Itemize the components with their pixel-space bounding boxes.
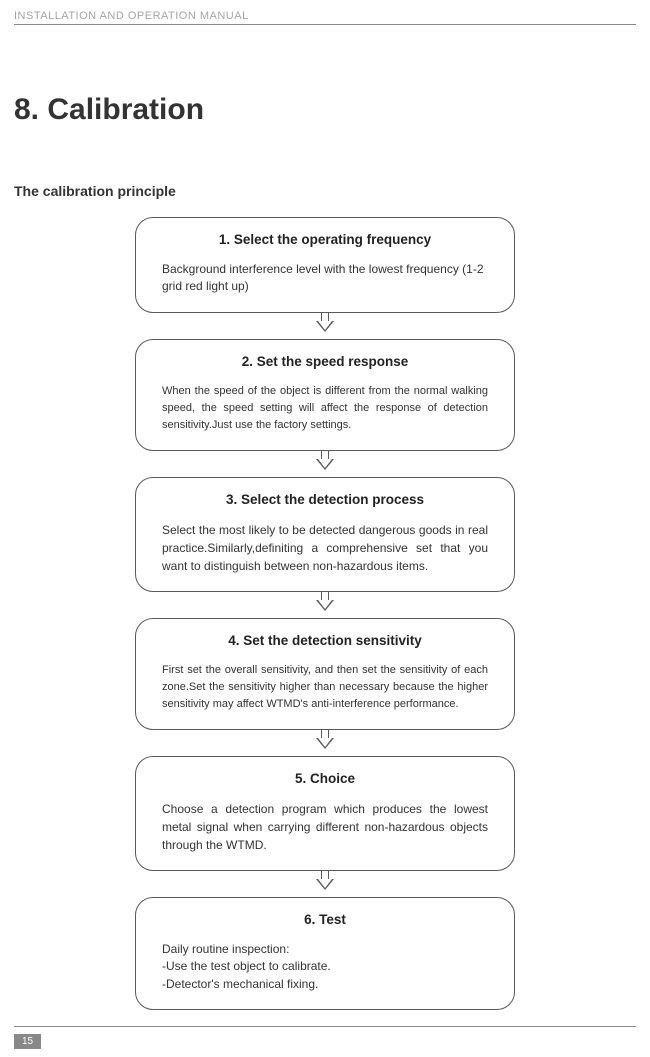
step-body: When the speed of the object is differen… [162, 383, 488, 434]
page-header: INSTALLATION AND OPERATION MANUAL [0, 0, 650, 29]
flowchart: 1. Select the operating frequency Backgro… [14, 217, 636, 1010]
step-body: Choose a detection program which produce… [162, 800, 488, 854]
page-content: 8. Calibration The calibration principle… [0, 93, 650, 1010]
step-body: Background interference level with the l… [162, 261, 488, 296]
chapter-title: 8. Calibration [14, 93, 636, 127]
header-text: INSTALLATION AND OPERATION MANUAL [14, 10, 636, 22]
step-box-2: 2. Set the speed response When the speed … [135, 339, 515, 451]
step-title: 2. Set the speed response [162, 354, 488, 369]
flow-arrow [316, 451, 334, 477]
step-box-5: 5. Choice Choose a detection program whic… [135, 756, 515, 871]
step-title: 5. Choice [162, 771, 488, 786]
step-body: Select the most likely to be detected da… [162, 521, 488, 575]
header-rule [14, 24, 636, 25]
footer-rule [14, 1026, 636, 1027]
flow-arrow [316, 313, 334, 339]
flow-arrow [316, 730, 334, 756]
step-body: First set the overall sensitivity, and t… [162, 662, 488, 713]
step-title: 6. Test [162, 912, 488, 927]
step-box-1: 1. Select the operating frequency Backgro… [135, 217, 515, 313]
section-title: The calibration principle [14, 183, 636, 199]
page-number: 15 [14, 1034, 41, 1049]
step-box-4: 4. Set the detection sensitivity First se… [135, 618, 515, 730]
step-body: Daily routine inspection: -Use the test … [162, 941, 488, 993]
step-title: 1. Select the operating frequency [162, 232, 488, 247]
step-title: 4. Set the detection sensitivity [162, 633, 488, 648]
step-box-6: 6. Test Daily routine inspection: -Use th… [135, 897, 515, 1010]
step-box-3: 3. Select the detection process Select th… [135, 477, 515, 592]
flow-arrow [316, 871, 334, 897]
step-title: 3. Select the detection process [162, 492, 488, 507]
flow-arrow [316, 592, 334, 618]
